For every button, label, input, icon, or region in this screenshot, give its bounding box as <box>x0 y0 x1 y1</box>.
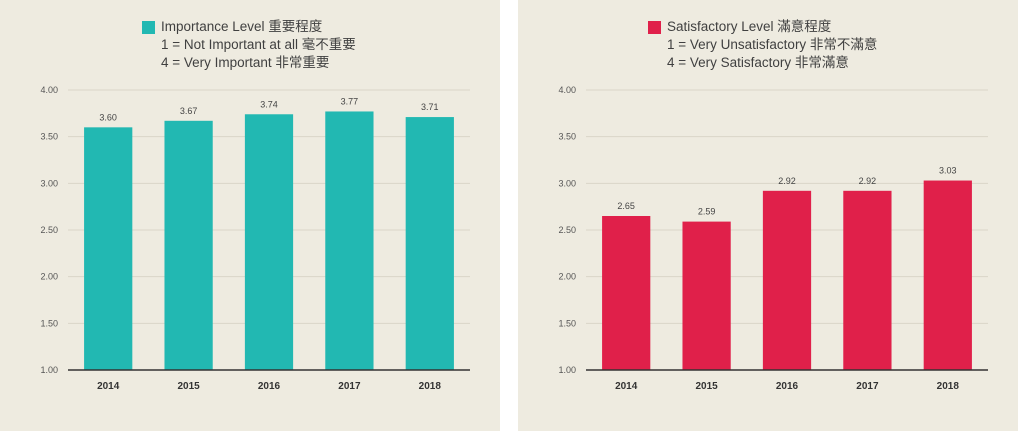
bar <box>405 117 454 370</box>
satisfaction-legend-scale-min: 1 = Very Unsatisfactory 非常不滿意 <box>667 37 878 52</box>
bar <box>602 216 651 370</box>
bar <box>244 114 294 371</box>
y-tick-label: 1.50 <box>40 318 58 328</box>
importance-legend: Importance Level 重要程度 1 = Not Important … <box>142 18 356 72</box>
x-tick-label: 2015 <box>177 381 200 392</box>
bar <box>682 221 731 370</box>
y-tick-label: 1.00 <box>40 365 58 375</box>
data-label: 2.92 <box>778 176 796 186</box>
importance-legend-scale-min: 1 = Not Important at all 毫不重要 <box>161 37 356 52</box>
satisfaction-legend-swatch <box>648 20 661 34</box>
y-tick-label: 2.50 <box>40 225 58 235</box>
y-tick-label: 2.00 <box>558 272 576 282</box>
bar <box>325 111 374 370</box>
bar <box>84 127 133 370</box>
data-label: 3.71 <box>421 102 439 112</box>
data-label: 3.74 <box>260 99 278 109</box>
importance-legend-title: Importance Level 重要程度 <box>161 19 323 34</box>
data-label: 3.03 <box>939 166 957 176</box>
data-label: 3.77 <box>341 96 359 106</box>
y-tick-label: 2.00 <box>40 272 58 282</box>
y-tick-label: 1.00 <box>558 365 576 375</box>
importance-chart-panel: Importance Level 重要程度 1 = Not Important … <box>0 0 500 431</box>
data-label: 2.59 <box>698 207 716 217</box>
importance-bar-chart: 1.00 1.50 2.00 2.50 3.00 3.50 4.00 3.60 2014 3.67… <box>40 85 470 392</box>
x-tick-label: 2014 <box>97 381 120 392</box>
importance-legend-swatch <box>142 20 155 34</box>
x-tick-label: 2018 <box>937 381 960 392</box>
satisfaction-legend: Satisfactory Level 滿意程度 1 = Very Unsatis… <box>648 18 877 72</box>
data-label: 2.92 <box>859 176 877 186</box>
satisfaction-legend-title: Satisfactory Level 滿意程度 <box>667 19 832 34</box>
y-tick-label: 4.00 <box>558 85 576 95</box>
y-tick-label: 3.00 <box>558 178 576 188</box>
satisfaction-chart-panel: Satisfactory Level 滿意程度 1 = Very Unsatis… <box>518 0 1018 431</box>
data-label: 3.60 <box>99 112 117 122</box>
x-tick-label: 2018 <box>419 381 442 392</box>
satisfaction-legend-scale-max: 4 = Very Satisfactory 非常滿意 <box>667 55 849 70</box>
data-label: 2.65 <box>617 201 635 211</box>
y-tick-label: 3.50 <box>40 132 58 142</box>
y-tick-label: 4.00 <box>40 85 58 95</box>
data-label: 3.67 <box>180 106 198 116</box>
bar <box>164 120 213 370</box>
x-tick-label: 2017 <box>338 381 361 392</box>
importance-legend-scale-max: 4 = Very Important 非常重要 <box>161 55 330 70</box>
bar <box>762 190 812 370</box>
x-tick-label: 2016 <box>776 381 799 392</box>
y-tick-label: 2.50 <box>558 225 576 235</box>
y-tick-label: 3.00 <box>40 178 58 188</box>
x-tick-label: 2015 <box>695 381 718 392</box>
x-tick-label: 2016 <box>258 381 281 392</box>
x-tick-label: 2017 <box>856 381 879 392</box>
y-tick-label: 1.50 <box>558 318 576 328</box>
bar <box>843 190 892 370</box>
x-tick-label: 2014 <box>615 381 638 392</box>
satisfaction-bar-chart: 1.00 1.50 2.00 2.50 3.00 3.50 4.00 2.65 2014 2.59… <box>558 85 988 392</box>
y-tick-label: 3.50 <box>558 132 576 142</box>
bar <box>923 180 972 370</box>
